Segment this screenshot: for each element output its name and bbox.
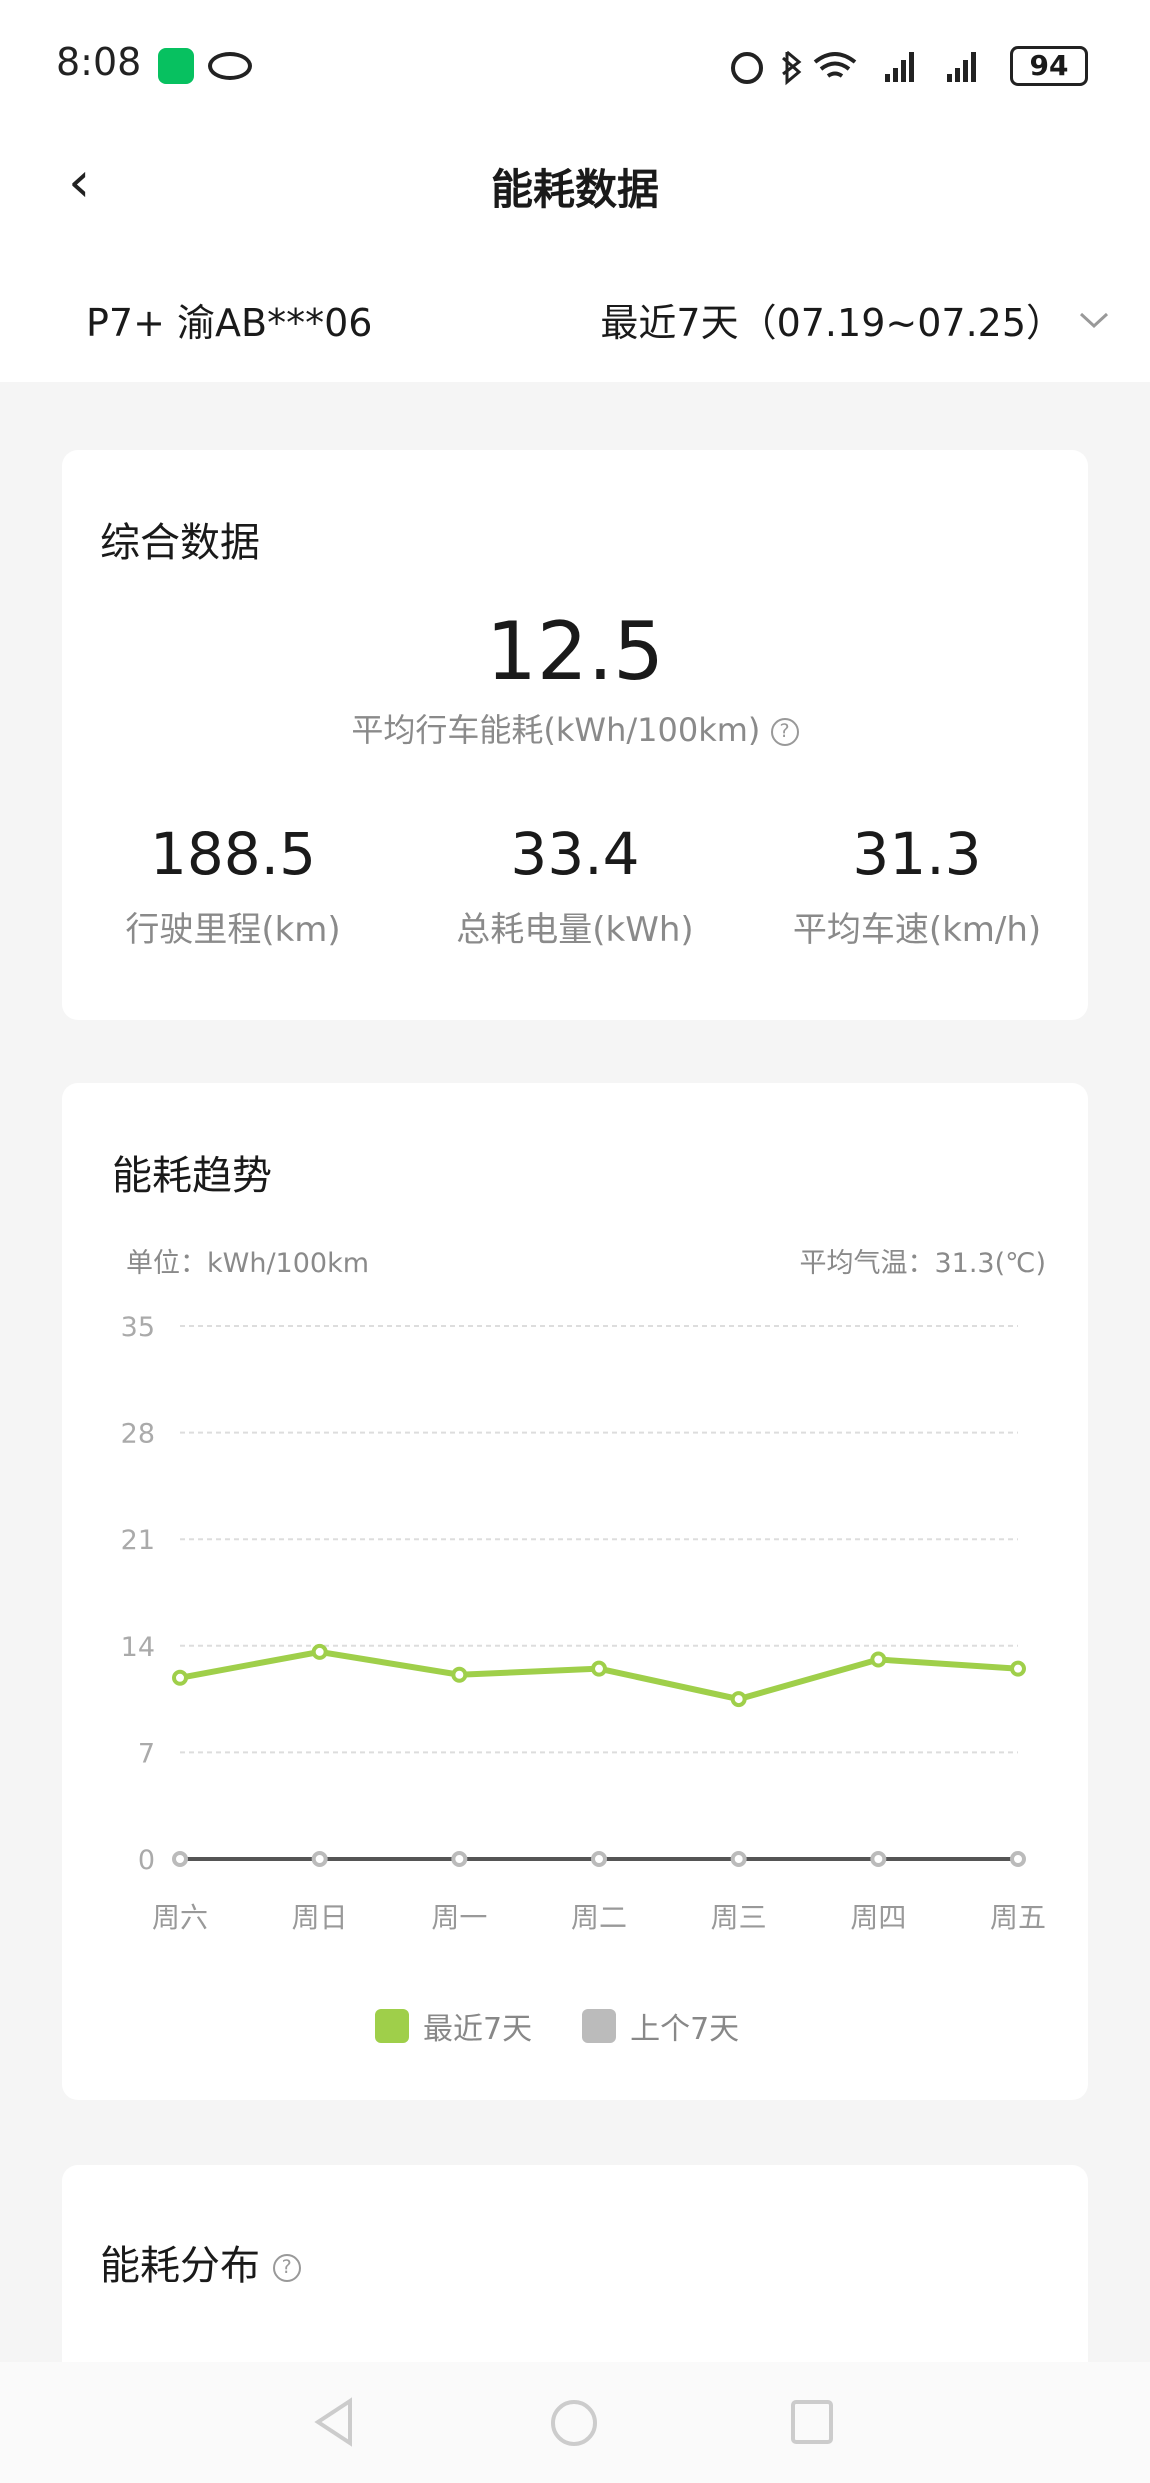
help-icon[interactable]: ? <box>272 2254 301 2282</box>
summary-card: 综合数据 12.5 平均行车能耗(kWh/100km) ? 188.5 行驶里程(… <box>62 450 1088 1020</box>
page-title: 能耗数据 <box>490 165 659 214</box>
bluetooth-icon <box>782 50 802 86</box>
energy-label: 总耗电量(kWh) <box>456 910 694 950</box>
chart-legend: 最近7天 上个7天 <box>375 2004 739 2048</box>
y-tick-label: 7 <box>138 1738 155 1769</box>
data-point <box>591 1851 607 1867</box>
data-point <box>172 1851 188 1867</box>
period-selector[interactable]: 最近7天（07.19~07.25） <box>600 301 1064 345</box>
data-point <box>870 1851 887 1867</box>
nav-back-icon[interactable] <box>310 2397 360 2447</box>
nav-home-icon[interactable] <box>548 2397 600 2449</box>
data-point <box>730 1691 747 1708</box>
period-dropdown[interactable]: 最近7天（07.19~07.25） <box>600 292 1110 347</box>
y-tick-label: 35 <box>121 1312 155 1343</box>
speed-label: 平均车速(km/h) <box>792 910 1042 950</box>
mileage-label: 行驶里程(km) <box>125 910 341 950</box>
wifi-icon <box>813 52 857 78</box>
data-point <box>730 1851 747 1867</box>
x-tick-label: 周四 <box>850 1901 906 1934</box>
avg-temp-label: 平均气温：31.3(℃) <box>799 1248 1046 1279</box>
data-point <box>172 1669 188 1686</box>
energy-value: 33.4 <box>510 820 640 888</box>
chevron-down-icon[interactable] <box>1078 310 1110 330</box>
x-tick-label: 周日 <box>292 1901 348 1934</box>
x-tick-label: 周一 <box>431 1901 487 1934</box>
battery-indicator: 94 <box>1010 46 1088 86</box>
vehicle-selector[interactable]: P7+ 渝AB***06 <box>86 301 373 345</box>
back-button[interactable]: ‹ <box>68 150 91 215</box>
data-point <box>311 1643 328 1660</box>
x-tick-label: 周二 <box>571 1901 627 1934</box>
legend-previous[interactable]: 上个7天 <box>630 2012 740 2047</box>
mileage-value: 188.5 <box>149 820 317 888</box>
trend-card: 能耗趋势 单位：kWh/100km 平均气温：31.3(℃) <box>62 1083 1088 2100</box>
y-tick-label: 14 <box>121 1632 155 1663</box>
data-point <box>311 1851 328 1867</box>
legend-swatch-previous <box>582 2009 617 2043</box>
x-tick-label: 周六 <box>152 1901 208 1934</box>
legend-recent[interactable]: 最近7天 <box>423 2012 533 2047</box>
legend-swatch-recent <box>375 2009 409 2043</box>
y-tick-label: 0 <box>138 1845 155 1876</box>
x-tick-label: 周五 <box>990 1901 1046 1934</box>
data-point <box>451 1851 468 1867</box>
speed-value: 31.3 <box>852 820 982 888</box>
trend-chart: 0 7 14 21 28 35 周六 周日 周一 周二 周三 周四 周五 <box>121 1312 1046 1934</box>
status-time: 8:08 <box>56 40 142 84</box>
unit-label: 单位：kWh/100km <box>126 1248 370 1279</box>
system-nav-bar <box>0 2362 1150 2483</box>
summary-title: 综合数据 <box>100 520 260 566</box>
eye-icon <box>208 52 252 80</box>
y-tick-label: 21 <box>121 1525 155 1556</box>
status-icons <box>731 50 976 86</box>
signal-icon <box>885 52 914 82</box>
y-tick-label: 28 <box>121 1419 155 1450</box>
data-point <box>451 1666 468 1683</box>
signal-icon-2 <box>947 52 976 82</box>
wechat-icon <box>158 48 194 84</box>
x-tick-label: 周三 <box>711 1901 767 1934</box>
data-point <box>870 1651 887 1668</box>
data-point <box>1010 1851 1026 1867</box>
data-point <box>1010 1660 1026 1677</box>
alarm-icon <box>731 52 763 84</box>
trend-title: 能耗趋势 <box>112 1153 272 1199</box>
avg-consumption-label: 平均行车能耗(kWh/100km) <box>351 711 761 749</box>
data-point <box>591 1660 607 1677</box>
help-icon[interactable]: ? <box>770 718 799 746</box>
nav-recents-icon[interactable] <box>790 2399 836 2445</box>
distribution-title: 能耗分布 <box>100 2243 260 2289</box>
avg-consumption-value: 12.5 <box>485 605 665 698</box>
